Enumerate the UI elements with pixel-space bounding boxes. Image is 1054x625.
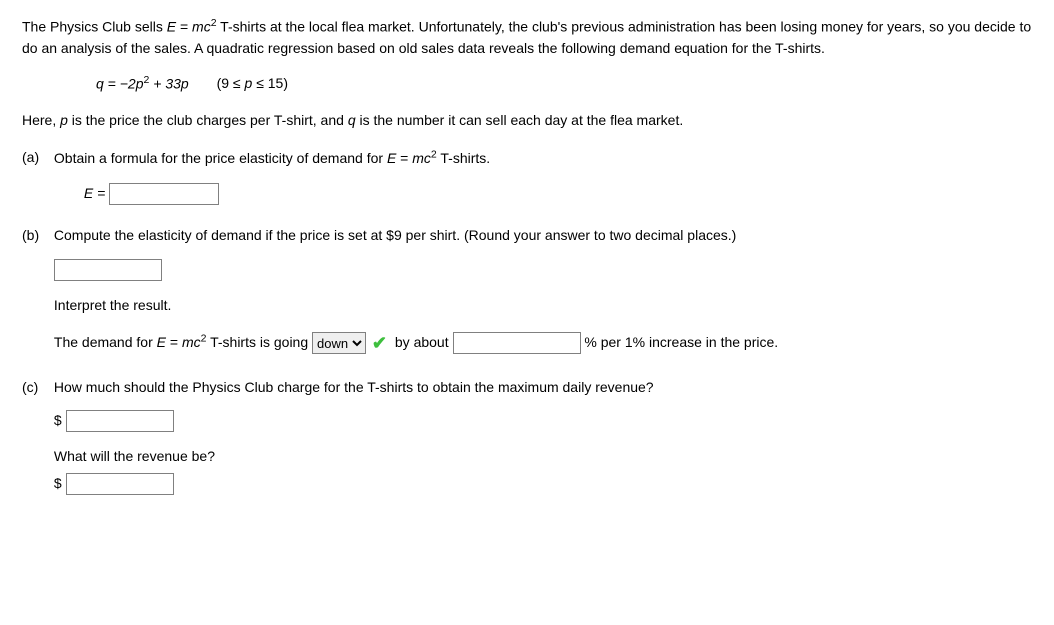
dollar-sign-2: $	[54, 475, 62, 491]
part-a-question: Obtain a formula for the price elasticit…	[54, 150, 490, 166]
revenue-input[interactable]	[66, 473, 174, 495]
part-c-label: (c)	[22, 377, 50, 398]
sentence-post: % per 1% increase in the price.	[584, 334, 778, 350]
direction-dropdown[interactable]: down	[312, 332, 366, 354]
elasticity-value-input[interactable]	[54, 259, 162, 281]
answer-prefix-e: E =	[84, 185, 105, 201]
elasticity-formula-input[interactable]	[109, 183, 219, 205]
part-a-label: (a)	[22, 147, 50, 168]
dollar-sign-1: $	[54, 412, 62, 428]
interpret-sentence: The demand for E = mc2 T-shirts is going…	[54, 330, 1024, 357]
checkmark-icon: ✔	[372, 330, 387, 357]
sentence-mid: by about	[395, 334, 449, 350]
part-c-question: How much should the Physics Club charge …	[54, 379, 654, 395]
part-a: (a) Obtain a formula for the price elast…	[22, 147, 1032, 205]
part-c: (c) How much should the Physics Club cha…	[22, 377, 1032, 496]
demand-equation: q = −2p2 + 33p (9 ≤ p ≤ 15)	[96, 73, 1032, 95]
part-b-question: Compute the elasticity of demand if the …	[54, 227, 736, 243]
context-text: Here, p is the price the club charges pe…	[22, 110, 1032, 131]
intro-text: The Physics Club sells E = mc2 T-shirts …	[22, 16, 1032, 59]
revenue-question: What will the revenue be?	[54, 446, 1024, 467]
part-b: (b) Compute the elasticity of demand if …	[22, 225, 1032, 356]
optimal-price-input[interactable]	[66, 410, 174, 432]
part-b-label: (b)	[22, 225, 50, 246]
percent-change-input[interactable]	[453, 332, 581, 354]
interpret-label: Interpret the result.	[54, 295, 1024, 316]
